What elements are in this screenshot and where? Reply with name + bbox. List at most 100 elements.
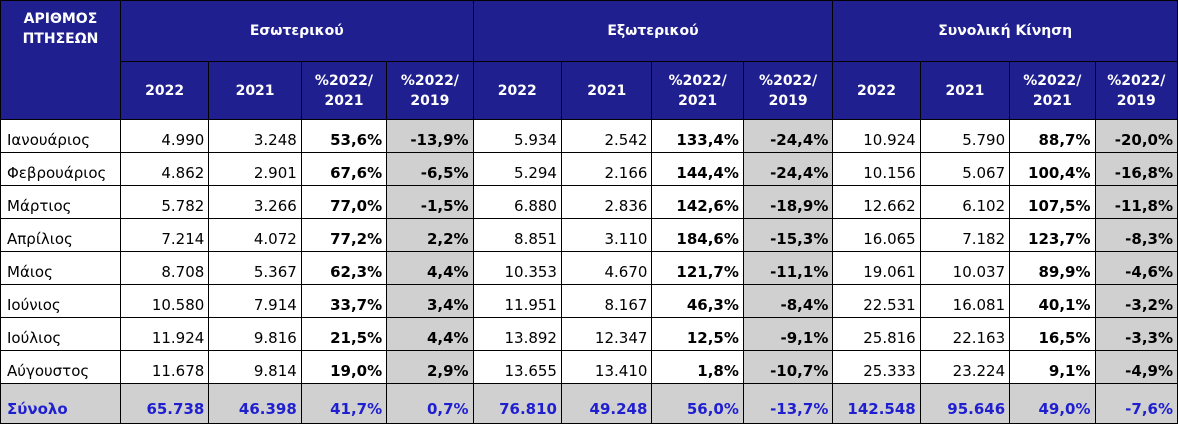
value-cell: 89,9%: [1009, 251, 1096, 285]
value-cell: 0,7%: [386, 383, 474, 424]
subcol-header: %2022/ 2019: [1094, 61, 1178, 120]
month-cell: Απρίλιος: [0, 218, 121, 252]
value-cell: 5.934: [472, 119, 562, 153]
month-cell: Αύγουστος: [0, 350, 121, 384]
value-cell: 4.072: [208, 218, 302, 252]
table-row: Μάιος 8.708 5.367 62,3% 4,4% 10.353 4.670 121,7…: [0, 251, 1178, 285]
value-cell: 100,4%: [1009, 152, 1096, 186]
value-cell: 2.901: [208, 152, 302, 186]
value-cell: 8.708: [119, 251, 210, 285]
value-cell: 33,7%: [300, 284, 388, 318]
value-cell: -8,3%: [1094, 218, 1178, 252]
value-cell: 62,3%: [300, 251, 388, 285]
value-cell: -16,8%: [1094, 152, 1178, 186]
value-cell: -4,9%: [1094, 350, 1178, 384]
value-cell: 77,0%: [300, 185, 388, 219]
value-cell: 9.816: [208, 317, 302, 351]
value-cell: -24,4%: [742, 152, 834, 186]
value-cell: 40,1%: [1009, 284, 1096, 318]
value-cell: 1,8%: [651, 350, 744, 384]
value-cell: 10.353: [472, 251, 562, 285]
month-cell: Μάιος: [0, 251, 121, 285]
value-cell: 13.655: [472, 350, 562, 384]
value-cell: 7.214: [119, 218, 210, 252]
value-cell: 10.156: [832, 152, 921, 186]
group-international: Εξωτερικού: [472, 0, 834, 62]
value-cell: 46,3%: [651, 284, 744, 318]
subcol-header: 2022: [832, 61, 921, 120]
value-cell: 19,0%: [300, 350, 388, 384]
value-cell: 10.037: [919, 251, 1011, 285]
value-cell: 16.065: [832, 218, 921, 252]
value-cell: 67,6%: [300, 152, 388, 186]
table-row: Μάρτιος 5.782 3.266 77,0% -1,5% 6.880 2.836 142…: [0, 185, 1178, 219]
subcol-header: %2022/ 2021: [651, 61, 744, 120]
subcol-header: %2022/ 2019: [742, 61, 834, 120]
value-cell: 16.081: [919, 284, 1011, 318]
value-cell: 16,5%: [1009, 317, 1096, 351]
value-cell: 107,5%: [1009, 185, 1096, 219]
value-cell: 11.951: [472, 284, 562, 318]
value-cell: 3.248: [208, 119, 302, 153]
table-row: Ιούνιος 10.580 7.914 33,7% 3,4% 11.951 8.167 46…: [0, 284, 1178, 318]
value-cell: 5.294: [472, 152, 562, 186]
group-total: Συνολική Κίνηση: [832, 0, 1178, 62]
total-label: Σύνολο: [0, 383, 121, 424]
value-cell: 8.167: [560, 284, 653, 318]
subcol-header: 2021: [208, 61, 302, 120]
value-cell: 46.398: [208, 383, 302, 424]
value-cell: 13.410: [560, 350, 653, 384]
value-cell: -24,4%: [742, 119, 834, 153]
value-cell: -3,3%: [1094, 317, 1178, 351]
corner-header: ΑΡΙΘΜΟΣ ΠΤΗΣΕΩΝ: [0, 0, 121, 120]
value-cell: 3,4%: [386, 284, 474, 318]
value-cell: -20,0%: [1094, 119, 1178, 153]
value-cell: 2,9%: [386, 350, 474, 384]
value-cell: -1,5%: [386, 185, 474, 219]
value-cell: 49,0%: [1009, 383, 1096, 424]
value-cell: 142.548: [832, 383, 921, 424]
group-domestic: Εσωτερικού: [119, 0, 474, 62]
value-cell: 4,4%: [386, 251, 474, 285]
value-cell: -11,1%: [742, 251, 834, 285]
value-cell: 6.880: [472, 185, 562, 219]
value-cell: 23.224: [919, 350, 1011, 384]
value-cell: 11.924: [119, 317, 210, 351]
value-cell: 144,4%: [651, 152, 744, 186]
value-cell: -4,6%: [1094, 251, 1178, 285]
month-cell: Ιανουάριος: [0, 119, 121, 153]
value-cell: -10,7%: [742, 350, 834, 384]
value-cell: 133,4%: [651, 119, 744, 153]
value-cell: 21,5%: [300, 317, 388, 351]
table-row: Ιούλιος 11.924 9.816 21,5% 4,4% 13.892 12.347 1…: [0, 317, 1178, 351]
table-row: Αύγουστος 11.678 9.814 19,0% 2,9% 13.655 13.41…: [0, 350, 1178, 384]
table-row: Απρίλιος 7.214 4.072 77,2% 2,2% 8.851 3.110 184…: [0, 218, 1178, 252]
value-cell: 7.914: [208, 284, 302, 318]
subcol-header: 2022: [472, 61, 562, 120]
month-cell: Ιούλιος: [0, 317, 121, 351]
month-cell: Μάρτιος: [0, 185, 121, 219]
value-cell: 4,4%: [386, 317, 474, 351]
month-cell: Ιούνιος: [0, 284, 121, 318]
value-cell: 121,7%: [651, 251, 744, 285]
value-cell: -6,5%: [386, 152, 474, 186]
table-row: Ιανουάριος 4.990 3.248 53,6% -13,9% 5.934 2.54…: [0, 119, 1178, 153]
value-cell: 53,6%: [300, 119, 388, 153]
value-cell: 19.061: [832, 251, 921, 285]
value-cell: 9,1%: [1009, 350, 1096, 384]
value-cell: -7,6%: [1094, 383, 1178, 424]
value-cell: 3.110: [560, 218, 653, 252]
subcol-header: %2022/ 2021: [1009, 61, 1096, 120]
value-cell: 7.182: [919, 218, 1011, 252]
value-cell: 4.862: [119, 152, 210, 186]
subcol-header: %2022/ 2019: [386, 61, 474, 120]
value-cell: 22.163: [919, 317, 1011, 351]
value-cell: 6.102: [919, 185, 1011, 219]
value-cell: -9,1%: [742, 317, 834, 351]
value-cell: -15,3%: [742, 218, 834, 252]
value-cell: -11,8%: [1094, 185, 1178, 219]
value-cell: 13.892: [472, 317, 562, 351]
value-cell: 76.810: [472, 383, 562, 424]
value-cell: 25.333: [832, 350, 921, 384]
